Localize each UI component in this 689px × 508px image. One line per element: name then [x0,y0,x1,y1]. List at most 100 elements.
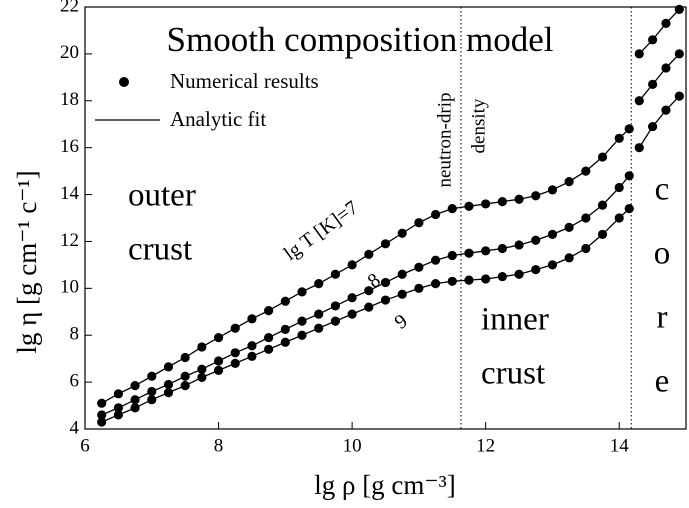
y-tick-label: 10 [60,277,79,298]
data-point [648,35,658,45]
data-point [280,296,290,306]
x-tick-label: 10 [343,435,362,456]
data-point [264,306,274,316]
y-tick-label: 6 [70,370,80,391]
data-point [531,191,541,201]
data-point [314,279,324,289]
data-point [113,403,123,413]
data-point [247,341,257,351]
data-point [230,348,240,358]
data-point [464,275,474,285]
data-point [163,362,174,372]
data-point [147,371,157,381]
data-point [130,403,140,413]
data-point [414,262,424,272]
data-point [481,199,491,209]
data-point [581,243,591,254]
x-tick-label: 6 [80,435,90,456]
annotation: c [655,172,670,208]
data-point [624,171,634,181]
data-point [197,372,207,383]
data-point [347,260,357,270]
data-point [130,395,140,405]
data-point [674,49,684,59]
chart-title: Smooth composition model [167,20,554,59]
data-point [97,398,107,408]
data-point [414,283,424,293]
data-point [213,365,224,375]
data-point [397,269,407,279]
data-point [634,96,644,106]
data-point [581,213,591,223]
data-point [197,342,207,352]
annotation: density [468,98,489,153]
data-point [280,337,290,347]
data-point [97,417,107,427]
data-point [624,124,634,134]
annotation: crust [481,356,545,392]
data-point [634,49,644,59]
data-point [247,351,257,361]
data-point [180,371,190,381]
data-point [581,166,591,176]
data-point [264,344,274,354]
y-tick-label: 12 [60,230,79,251]
data-point [447,204,457,214]
data-point [614,182,624,193]
data-point [547,229,558,240]
data-point [163,379,174,390]
data-point [347,309,357,319]
data-point [264,332,274,343]
data-point [113,410,123,420]
data-point [364,302,374,312]
data-point [531,264,541,275]
data-point [464,201,474,211]
annotation: r [657,300,668,336]
data-point [230,358,240,368]
data-point [147,386,157,397]
data-point [280,324,290,334]
data-point [180,352,190,363]
data-point [597,229,608,240]
data-point [564,253,574,263]
data-point [497,196,507,207]
data-point [97,410,107,420]
annotation: neutron-drip [434,93,455,188]
plot-frame [84,6,687,430]
data-point [514,269,524,279]
data-point [564,222,574,232]
data-point [330,269,341,279]
data-point [531,235,541,245]
y-tick-label: 22 [60,0,79,16]
data-point [380,277,391,288]
data-point [314,323,324,333]
data-point [481,246,491,256]
data-point [397,289,407,299]
data-point [674,4,684,14]
data-point [430,279,441,289]
annotation: crust [128,232,192,268]
data-point [364,249,374,259]
y-tick-label: 20 [60,42,79,63]
data-point [648,79,658,89]
data-point [330,301,341,311]
legend-label: Analytic fit [170,107,266,131]
series-label: 9 [391,310,412,334]
data-point [564,177,574,187]
data-point [514,240,524,250]
data-point [380,239,391,249]
data-point [330,316,341,326]
data-point [547,260,558,270]
data-point [297,316,307,326]
data-point [634,143,644,153]
annotation: outer [128,178,196,214]
data-point [430,255,441,265]
data-point [597,200,608,210]
y-tick-label: 14 [60,183,80,204]
x-tick-label: 12 [476,435,495,456]
data-point [197,364,207,374]
data-point [447,250,457,261]
data-point [364,286,374,296]
x-tick-label: 8 [214,435,224,456]
